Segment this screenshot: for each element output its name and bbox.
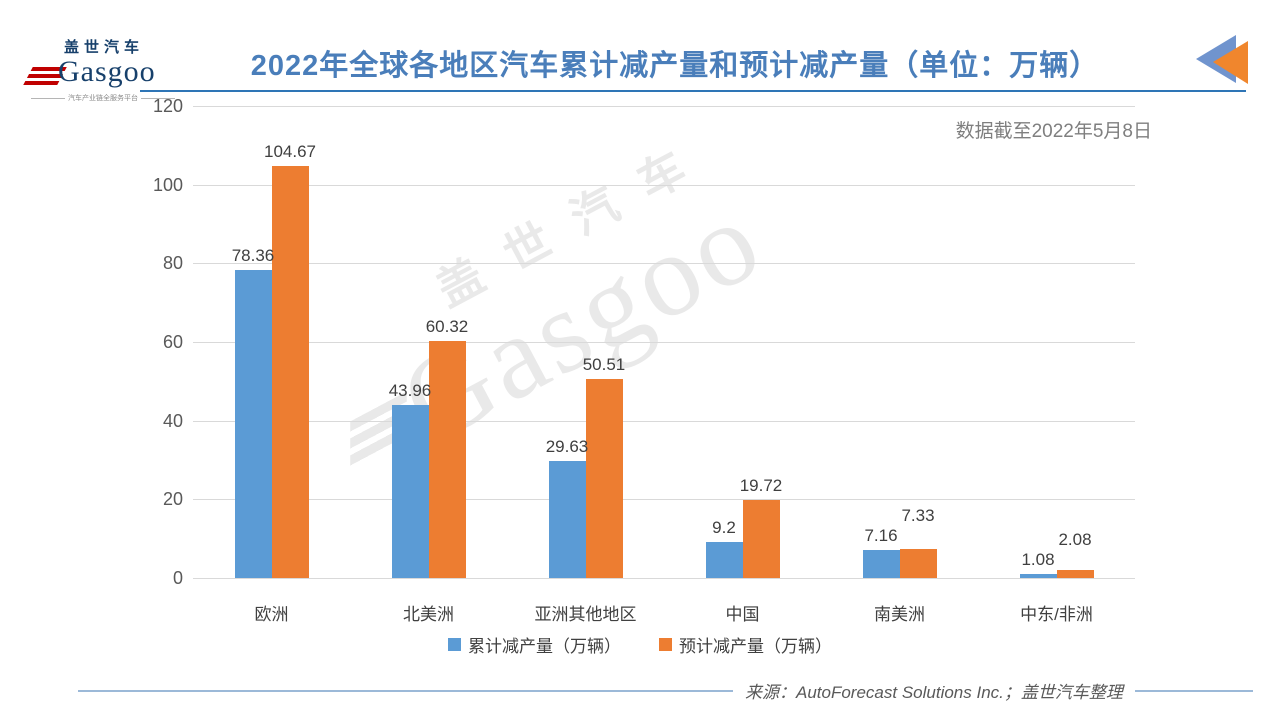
x-axis-category-label: 亚洲其他地区: [534, 605, 637, 624]
bar: [742, 500, 780, 578]
y-axis-tick: 60: [162, 332, 183, 352]
bar-value-label: 9.2: [712, 517, 736, 537]
logo-cn-text: 盖世汽车: [64, 39, 145, 56]
gridline: [193, 106, 1135, 107]
gasgoo-logo: 盖世汽车 Gasgoo 汽车产业链全服务平台: [23, 36, 178, 103]
y-axis-tick: 120: [152, 96, 183, 116]
footer-rule-left: [78, 689, 733, 692]
x-axis-category-label: 中国: [725, 605, 760, 624]
y-axis-tick: 100: [152, 174, 183, 195]
legend-label: 累计减产量（万辆）: [468, 637, 621, 656]
gridline: [193, 184, 1135, 186]
footer-rule-right: [1134, 689, 1253, 692]
tagline-rule-right: [141, 97, 175, 99]
logo-tagline: 汽车产业链全服务平台: [28, 93, 178, 103]
title-divider: [140, 90, 1246, 92]
legend-swatch: [448, 638, 461, 651]
bar: [271, 166, 309, 578]
bar: [585, 379, 623, 578]
bar-value-label: 29.63: [545, 437, 589, 457]
legend-item: 累计减产量（万辆）: [448, 632, 621, 657]
bar-value-label: 50.51: [582, 355, 626, 375]
y-axis-tick: 20: [162, 489, 183, 510]
tagline-text: 汽车产业链全服务平台: [68, 95, 138, 102]
y-axis-tick: 80: [162, 253, 183, 274]
legend-label: 预计减产量（万辆）: [679, 637, 832, 656]
gridline: [193, 578, 1135, 579]
gridline: [193, 342, 1135, 343]
tagline-rule-left: [31, 97, 65, 99]
bar-value-label: 2.08: [1058, 529, 1092, 549]
bar-value-label: 1.08: [1021, 549, 1055, 569]
bar: [391, 405, 429, 578]
bar: [1056, 569, 1094, 578]
gridline: [193, 499, 1135, 501]
bar: [899, 549, 937, 578]
x-axis-category-label: 欧洲: [254, 605, 289, 624]
bar: [428, 340, 466, 578]
bar: [705, 541, 743, 578]
bar-value-label: 7.33: [901, 505, 935, 525]
bar-value-label: 43.96: [388, 381, 432, 401]
legend-item: 预计减产量（万辆）: [659, 632, 832, 657]
source-text: 来源：AutoForecast Solutions Inc.；盖世汽车整理: [745, 683, 1123, 702]
data-cutoff-note: 数据截至2022年5月8日: [955, 121, 1152, 142]
bar-value-label: 60.32: [425, 316, 469, 336]
bar-value-label: 7.16: [864, 525, 898, 545]
chart-legend: 累计减产量（万辆） 预计减产量（万辆）: [0, 632, 1280, 657]
y-axis-tick: 0: [172, 568, 183, 588]
bar-value-label: 78.36: [231, 245, 275, 265]
back-arrows-icon: [1190, 28, 1252, 95]
x-axis-category-label: 中东/非洲: [1020, 605, 1093, 624]
bar: [862, 549, 900, 578]
bar-value-label: 104.67: [264, 142, 316, 162]
x-axis-category-label: 北美洲: [403, 605, 454, 624]
bar: [234, 269, 272, 578]
bar-chart: 0 20 40 60 80 100 120 78.36 104.67 欧洲 43.96 60.32 北美…: [153, 96, 1135, 624]
legend-swatch: [659, 638, 672, 651]
page-title: 2022年全球各地区汽车累计减产量和预计减产量（单位：万辆）: [250, 50, 1100, 82]
x-axis-category-label: 南美洲: [874, 605, 925, 624]
bar: [548, 461, 586, 578]
source-footer: 来源：AutoForecast Solutions Inc.；盖世汽车整理: [78, 678, 1253, 703]
bar: [1019, 573, 1057, 578]
gridline: [193, 420, 1135, 422]
logo-en-text: Gasgoo: [58, 55, 156, 88]
y-axis-tick: 40: [162, 410, 183, 431]
bar-value-label: 19.72: [739, 476, 783, 496]
gridline: [193, 263, 1135, 265]
